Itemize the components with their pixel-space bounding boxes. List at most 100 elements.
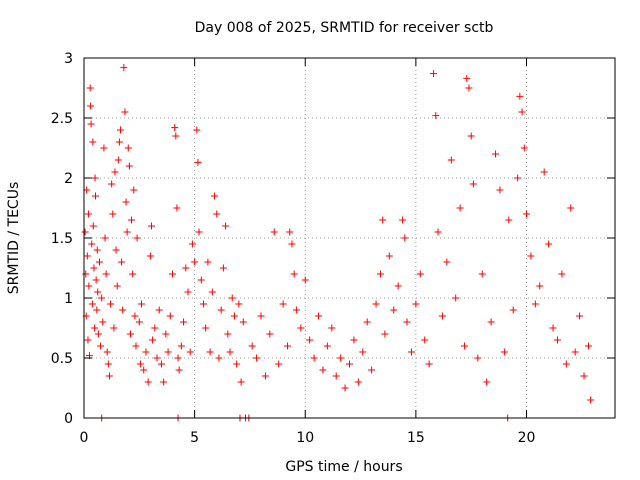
data-point [149, 336, 157, 344]
data-point [91, 174, 99, 182]
data-point [438, 312, 446, 320]
data-point [188, 240, 196, 248]
data-point [171, 124, 179, 132]
data-point [217, 306, 225, 314]
y-axis-label: SRMTID / TECUs [6, 182, 22, 295]
data-point [169, 270, 176, 278]
x-tick-label: 10 [296, 430, 314, 446]
data-point [93, 306, 101, 314]
data-point [89, 138, 97, 146]
y-tick-label: 0 [64, 411, 73, 427]
data-point [194, 158, 202, 166]
data-point [401, 234, 409, 242]
data-point [113, 282, 121, 290]
data-point [98, 294, 106, 302]
data-point [368, 366, 376, 374]
data-point [319, 366, 327, 374]
data-point [562, 360, 570, 368]
data-point [124, 144, 132, 152]
data-point [108, 180, 116, 188]
data-point [199, 300, 207, 308]
y-tick-label: 3 [64, 51, 73, 67]
data-point [465, 84, 473, 92]
data-point [549, 324, 557, 332]
data-point [394, 282, 402, 290]
data-point [452, 294, 460, 302]
data-point [297, 324, 305, 332]
data-point [133, 234, 141, 242]
data-point [184, 288, 192, 296]
data-point [206, 348, 214, 356]
x-tick-label: 5 [190, 430, 199, 446]
data-point [208, 288, 216, 296]
data-point [95, 258, 103, 266]
data-point [567, 204, 575, 212]
data-point [120, 64, 128, 72]
data-point [112, 246, 120, 254]
data-point [261, 372, 269, 380]
x-tick-label: 0 [80, 430, 89, 446]
data-point [99, 318, 107, 326]
data-point [292, 306, 300, 314]
data-point [102, 270, 110, 278]
data-point [531, 300, 539, 308]
data-point [88, 240, 96, 248]
data-point [478, 270, 486, 278]
data-point [332, 372, 340, 380]
x-axis-label: GPS time / hours [285, 459, 402, 475]
data-point [100, 144, 108, 152]
x-tick-label: 20 [518, 430, 536, 446]
data-point [545, 240, 553, 248]
data-point [279, 300, 287, 308]
data-point [213, 210, 221, 218]
data-point [483, 378, 491, 386]
data-point [97, 342, 105, 350]
data-point [94, 288, 102, 296]
data-point [138, 300, 146, 308]
data-point [191, 258, 199, 266]
data-point [447, 156, 455, 164]
data-point [266, 330, 274, 338]
axis-ticks: 0 0.5 1 1.5 2 2.5 3 0 5 10 15 20 [51, 51, 615, 446]
data-point [224, 330, 232, 338]
data-point [421, 336, 429, 344]
data-point [126, 330, 134, 338]
data-point [571, 348, 579, 356]
data-point [182, 264, 190, 272]
data-point [110, 324, 118, 332]
data-point [130, 186, 138, 194]
data-point [85, 282, 93, 290]
data-point [363, 318, 371, 326]
data-point [84, 210, 92, 218]
data-point [135, 318, 143, 326]
data-point [174, 354, 182, 362]
data-point [109, 210, 117, 218]
data-point [119, 306, 127, 314]
data-point [527, 252, 535, 260]
data-point [496, 186, 504, 194]
data-point [173, 204, 181, 212]
data-point [290, 270, 298, 278]
data-point [248, 342, 256, 350]
data-point [92, 276, 100, 284]
data-point [195, 228, 203, 236]
data-point [381, 330, 389, 338]
data-point [151, 324, 159, 332]
data-point [86, 84, 94, 92]
data-point [114, 156, 122, 164]
data-point [487, 318, 495, 326]
data-point [107, 300, 115, 308]
data-point [359, 348, 367, 356]
data-point [115, 138, 123, 146]
data-point [131, 312, 139, 320]
data-point [536, 282, 544, 290]
chart-title: Day 008 of 2025, SRMTID for receiver sct… [195, 20, 494, 36]
data-point [520, 144, 528, 152]
data-point [211, 192, 219, 200]
data-point [257, 312, 265, 320]
data-point [91, 324, 99, 332]
data-point [118, 258, 126, 266]
data-point [432, 112, 440, 120]
data-point [140, 366, 148, 374]
